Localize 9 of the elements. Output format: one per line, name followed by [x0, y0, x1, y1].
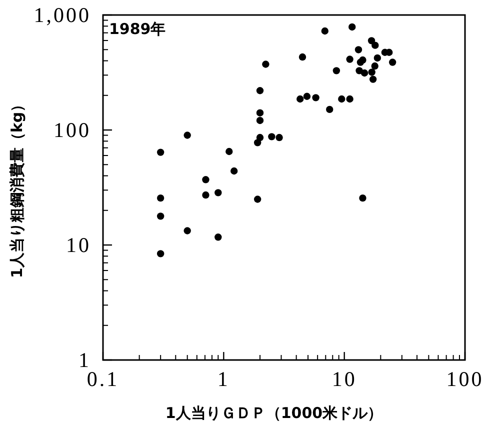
- y-tick-label: 10: [66, 233, 91, 257]
- y-tick-label: 1,000: [34, 3, 91, 27]
- x-tick-label: 1: [217, 367, 230, 391]
- x-axis-title: 1人当りＧＤＰ（1000米ドル）: [165, 404, 383, 422]
- y-tick-label: 100: [54, 118, 91, 142]
- x-tick-label: 100: [446, 367, 484, 391]
- annotation: 1989年: [109, 20, 166, 38]
- y-axis-title: 1人当り粗鋼消費量（kg）: [8, 96, 26, 278]
- x-tick-label: 10: [332, 367, 357, 391]
